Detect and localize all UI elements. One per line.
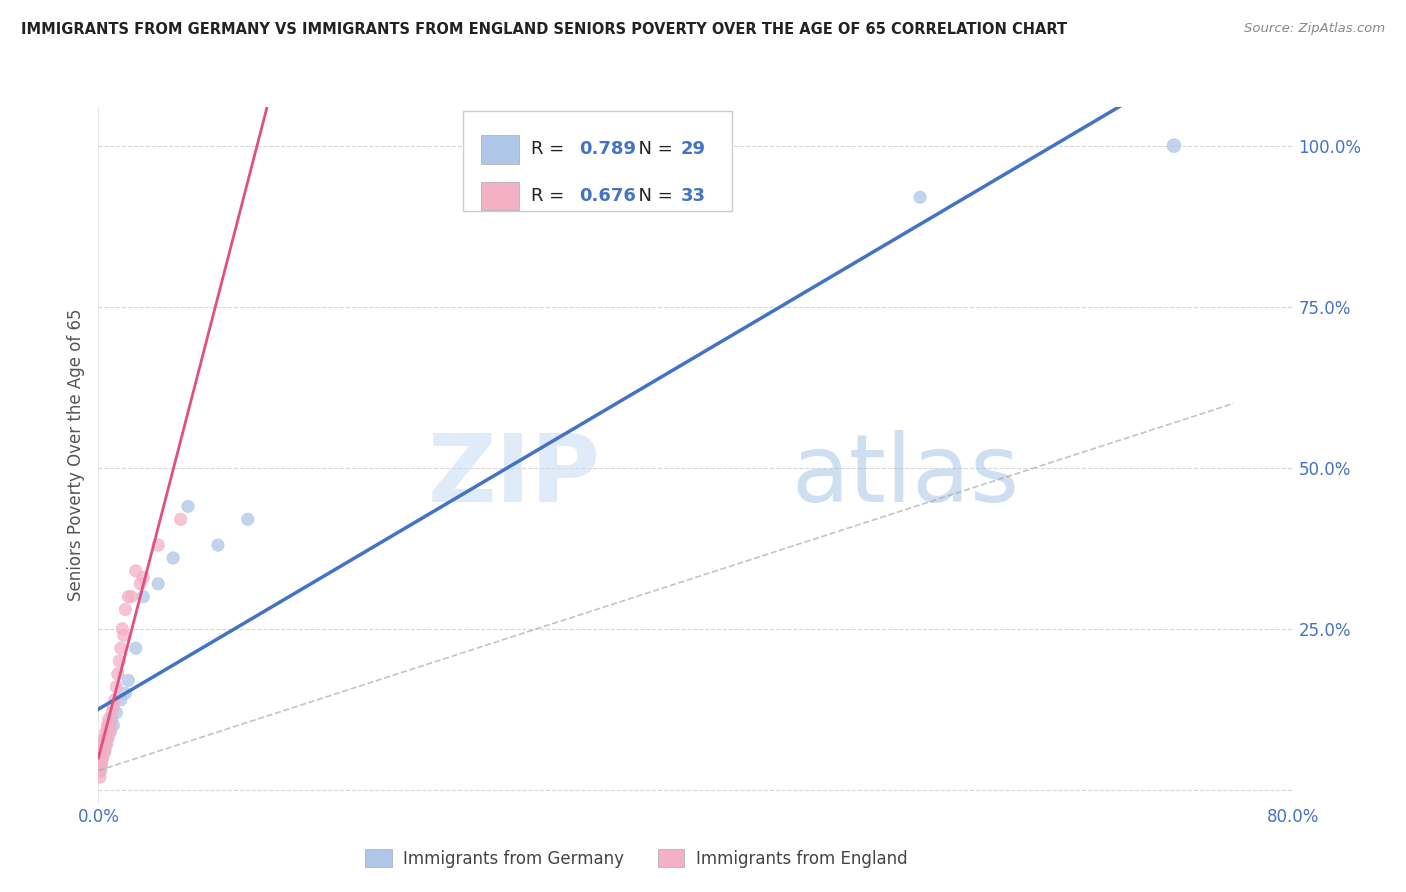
FancyBboxPatch shape <box>481 135 519 163</box>
Point <box>177 500 200 514</box>
Point <box>103 699 125 714</box>
Point <box>91 750 114 764</box>
Point <box>93 738 115 752</box>
Point <box>89 770 111 784</box>
Text: R =: R = <box>531 140 569 158</box>
Point <box>94 738 117 752</box>
Text: 29: 29 <box>681 140 706 158</box>
Point <box>120 590 142 604</box>
Point <box>94 725 117 739</box>
Point <box>91 738 114 752</box>
Point <box>110 641 132 656</box>
Point <box>93 744 115 758</box>
Point <box>1163 138 1185 153</box>
Point <box>107 667 129 681</box>
Point <box>97 731 120 746</box>
FancyBboxPatch shape <box>463 111 733 211</box>
Point <box>105 680 128 694</box>
Point <box>117 673 139 688</box>
Point <box>90 750 112 764</box>
Point <box>90 757 112 772</box>
Point <box>148 538 170 552</box>
Point <box>148 576 170 591</box>
Text: R =: R = <box>531 187 569 205</box>
Point <box>110 692 132 706</box>
Point <box>94 731 117 746</box>
Point <box>114 602 136 616</box>
Point <box>96 738 118 752</box>
Point <box>94 744 117 758</box>
FancyBboxPatch shape <box>481 182 519 211</box>
Point <box>101 706 124 720</box>
Point <box>169 512 191 526</box>
Point <box>96 725 118 739</box>
Point <box>96 718 118 732</box>
Point <box>89 764 111 778</box>
Text: ZIP: ZIP <box>427 430 600 522</box>
Point <box>104 692 127 706</box>
Point <box>97 718 120 732</box>
Point <box>908 190 931 204</box>
Text: 33: 33 <box>681 187 706 205</box>
Point <box>132 590 155 604</box>
Text: Source: ZipAtlas.com: Source: ZipAtlas.com <box>1244 22 1385 36</box>
Text: N =: N = <box>627 140 678 158</box>
Point <box>90 750 112 764</box>
Legend: Immigrants from Germany, Immigrants from England: Immigrants from Germany, Immigrants from… <box>359 842 914 874</box>
Point <box>103 718 125 732</box>
Point <box>96 731 118 746</box>
Point <box>98 718 122 732</box>
Point <box>97 712 120 726</box>
Text: atlas: atlas <box>792 430 1019 522</box>
Point <box>101 712 124 726</box>
Point <box>236 512 259 526</box>
Point <box>162 551 184 566</box>
Point <box>93 731 115 746</box>
Text: 0.676: 0.676 <box>579 187 636 205</box>
Point <box>93 731 115 746</box>
Point <box>91 750 114 764</box>
Point <box>105 706 128 720</box>
Point <box>129 576 152 591</box>
Point <box>91 744 114 758</box>
Point <box>112 628 135 642</box>
Point <box>125 641 148 656</box>
Point <box>89 764 111 778</box>
Point <box>125 564 148 578</box>
Point <box>114 686 136 700</box>
Point <box>90 757 112 772</box>
Point <box>132 570 155 584</box>
Point <box>207 538 229 552</box>
Point <box>91 744 114 758</box>
Text: IMMIGRANTS FROM GERMANY VS IMMIGRANTS FROM ENGLAND SENIORS POVERTY OVER THE AGE : IMMIGRANTS FROM GERMANY VS IMMIGRANTS FR… <box>21 22 1067 37</box>
Text: 0.789: 0.789 <box>579 140 636 158</box>
Point <box>97 725 120 739</box>
Point <box>98 725 122 739</box>
Point <box>111 622 134 636</box>
Y-axis label: Seniors Poverty Over the Age of 65: Seniors Poverty Over the Age of 65 <box>66 309 84 601</box>
Point <box>117 590 139 604</box>
Text: N =: N = <box>627 187 678 205</box>
Point <box>108 654 131 668</box>
